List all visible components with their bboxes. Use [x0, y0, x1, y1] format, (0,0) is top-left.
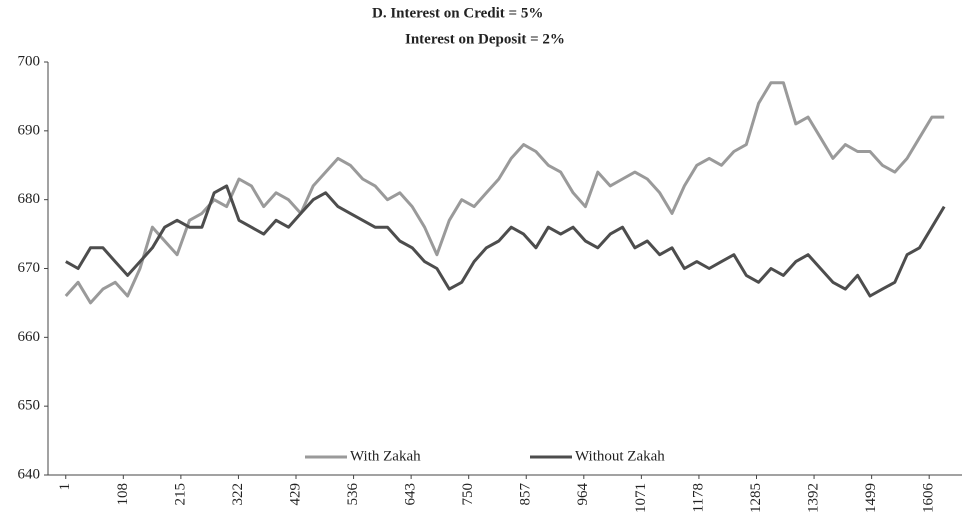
series-line — [64, 81, 945, 305]
y-tick-label: 650 — [18, 398, 41, 414]
y-tick-label: 660 — [18, 329, 41, 345]
x-tick-label: 1 — [57, 483, 73, 491]
legend-label: Without Zakah — [575, 448, 665, 464]
x-tick-label: 857 — [518, 483, 534, 506]
x-tick-label: 429 — [287, 483, 303, 506]
x-tick-label: 643 — [403, 483, 419, 506]
y-tick-label: 690 — [18, 122, 41, 138]
x-tick-label: 1071 — [633, 483, 649, 513]
y-tick-label: 680 — [18, 191, 41, 207]
legend-label: With Zakah — [350, 448, 421, 464]
x-tick-label: 1178 — [690, 483, 706, 512]
x-tick-label: 1285 — [748, 483, 764, 513]
chart-title: D. Interest on Credit = 5% — [372, 5, 543, 21]
y-tick-label: 640 — [18, 466, 41, 482]
x-tick-label: 750 — [460, 483, 476, 506]
series-line — [65, 184, 946, 298]
x-tick-label: 1499 — [863, 483, 879, 513]
chart-subtitle: Interest on Deposit = 2% — [405, 31, 565, 47]
x-tick-label: 964 — [575, 483, 591, 506]
x-tick-label: 322 — [230, 483, 246, 506]
y-tick-label: 670 — [18, 260, 41, 276]
x-tick-label: 108 — [115, 483, 131, 506]
x-tick-label: 1606 — [921, 483, 937, 514]
x-tick-label: 1392 — [805, 483, 821, 513]
x-tick-label: 536 — [345, 483, 361, 506]
y-tick-label: 700 — [18, 53, 41, 69]
x-tick-label: 215 — [172, 483, 188, 506]
